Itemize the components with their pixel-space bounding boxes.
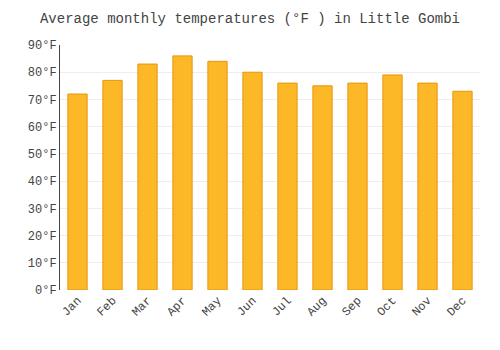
svg-text:90°F: 90°F [28,39,57,53]
svg-text:Oct: Oct [374,294,399,319]
svg-text:60°F: 60°F [28,121,57,135]
svg-text:Dec: Dec [444,294,469,319]
svg-text:10°F: 10°F [28,257,57,271]
svg-text:Aug: Aug [304,294,329,319]
svg-text:Jan: Jan [59,294,84,319]
svg-text:Mar: Mar [129,294,154,319]
svg-text:May: May [199,294,224,319]
svg-text:Nov: Nov [409,294,434,319]
svg-text:Apr: Apr [164,294,189,319]
svg-text:Average monthly temperatures (: Average monthly temperatures (°F ) in Li… [40,11,460,27]
svg-text:80°F: 80°F [28,66,57,80]
svg-text:30°F: 30°F [28,203,57,217]
svg-text:Jul: Jul [269,294,294,319]
svg-text:Sep: Sep [339,294,364,319]
svg-text:40°F: 40°F [28,175,57,189]
svg-text:Jun: Jun [234,294,259,319]
svg-text:50°F: 50°F [28,148,57,162]
svg-text:Feb: Feb [94,294,119,319]
svg-text:70°F: 70°F [28,94,57,108]
svg-text:20°F: 20°F [28,230,57,244]
svg-text:0°F: 0°F [35,284,57,298]
